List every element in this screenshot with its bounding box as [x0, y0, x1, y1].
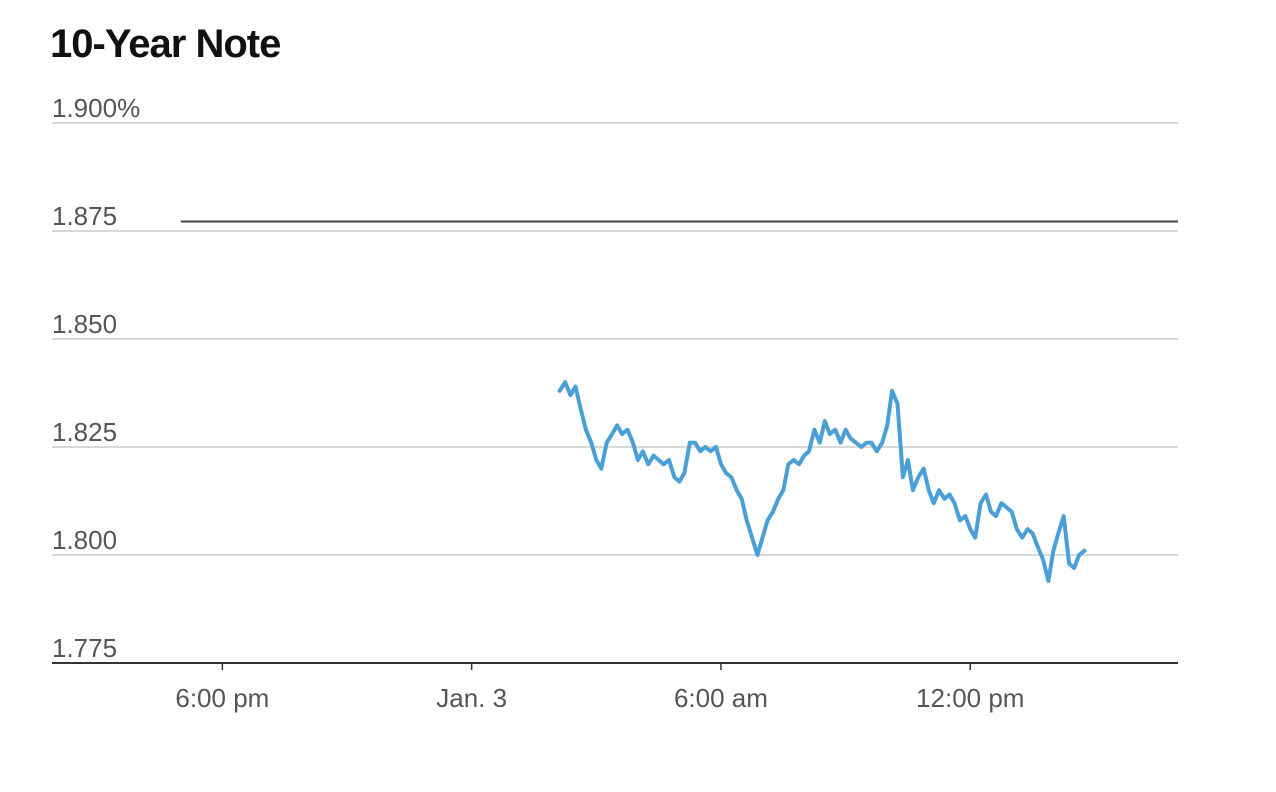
y-tick-label: 1.850: [52, 309, 117, 339]
x-tick-label: 6:00 am: [674, 683, 768, 713]
x-tick-label: 12:00 pm: [916, 683, 1024, 713]
y-tick-label: 1.775: [52, 633, 117, 663]
x-ticks: [221, 663, 972, 670]
chart-title: 10-Year Note: [50, 22, 281, 66]
x-tick-label: 6:00 pm: [175, 683, 269, 713]
y-tick-label: 1.875: [52, 201, 117, 231]
series-line: [557, 380, 1087, 583]
x-tick-label: Jan. 3: [436, 683, 507, 713]
grid-lines: [52, 122, 1178, 556]
y-tick-label: 1.825: [52, 417, 117, 447]
x-tick-labels: 6:00 pm Jan. 3 6:00 am 12:00 pm: [175, 683, 1024, 713]
y-tick-label: 1.900%: [52, 93, 140, 123]
y-tick-label: 1.800: [52, 525, 117, 555]
data-series: [557, 380, 1087, 583]
y-tick-labels: 1.900% 1.875 1.850 1.825 1.800 1.775: [52, 93, 140, 663]
